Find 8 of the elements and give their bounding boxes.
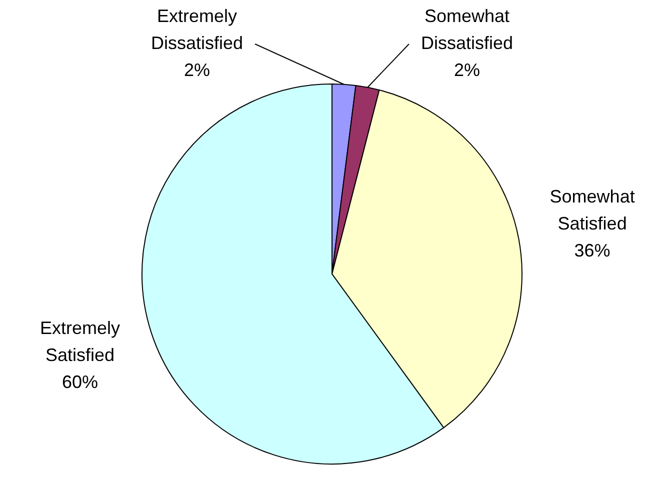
slice-label: Extremely Satisfied [40,318,120,365]
slice-label: Somewhat Satisfied [550,186,635,234]
slice-label: Somewhat Dissatisfied [420,6,514,53]
data-label: 60% [62,372,98,392]
data-label: 2% [184,60,210,80]
data-label: 36% [574,240,610,260]
data-label: 2% [454,60,480,80]
slice-label: Extremely Dissatisfied [150,6,244,53]
